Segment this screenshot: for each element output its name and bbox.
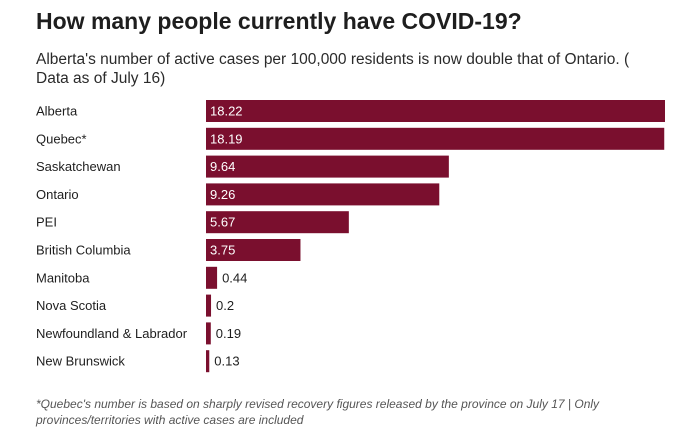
value-label-pei: 5.67 (210, 215, 235, 230)
bar-british-columbia (206, 239, 301, 261)
category-label-alberta: Alberta (36, 104, 78, 119)
value-label-new-brunswick: 0.13 (214, 354, 239, 369)
chart-footnote: *Quebec's number is based on sharply rev… (36, 397, 600, 427)
value-label-quebec: 18.19 (210, 131, 243, 146)
bar-saskatchewan (206, 155, 449, 178)
value-label-alberta: 18.22 (210, 104, 243, 119)
category-label-newfoundland-labrador: Newfoundland & Labrador (36, 326, 188, 341)
category-label-quebec: Quebec* (36, 131, 87, 146)
category-label-nova-scotia: Nova Scotia (36, 298, 107, 313)
value-label-manitoba: 0.44 (222, 270, 247, 285)
category-label-new-brunswick: New Brunswick (36, 354, 125, 369)
bar-newfoundland-labrador (206, 322, 211, 345)
category-label-ontario: Ontario (36, 187, 79, 202)
value-label-newfoundland-labrador: 0.19 (216, 326, 241, 341)
bar-alberta (206, 100, 665, 122)
value-label-nova-scotia: 0.2 (216, 298, 234, 313)
value-label-british-columbia: 3.75 (210, 243, 235, 258)
category-label-british-columbia: British Columbia (36, 243, 131, 258)
bar-ontario (206, 183, 440, 206)
bar-nova-scotia (206, 294, 212, 317)
category-label-manitoba: Manitoba (36, 270, 90, 285)
value-label-ontario: 9.26 (210, 187, 235, 202)
chart-title: How many people currently have COVID-19? (36, 8, 522, 34)
value-label-saskatchewan: 9.64 (210, 159, 235, 174)
bar-quebec (206, 127, 665, 150)
bar-new-brunswick (206, 350, 210, 373)
chart-subtitle: Alberta's number of active cases per 100… (36, 51, 630, 87)
category-label-saskatchewan: Saskatchewan (36, 159, 121, 174)
bar-manitoba (206, 266, 218, 289)
bar-pei (206, 211, 349, 234)
category-label-pei: PEI (36, 215, 57, 230)
bar-chart: Alberta 18.22 Quebec* 18.19 Saskatchewan 9.64… (36, 100, 665, 373)
